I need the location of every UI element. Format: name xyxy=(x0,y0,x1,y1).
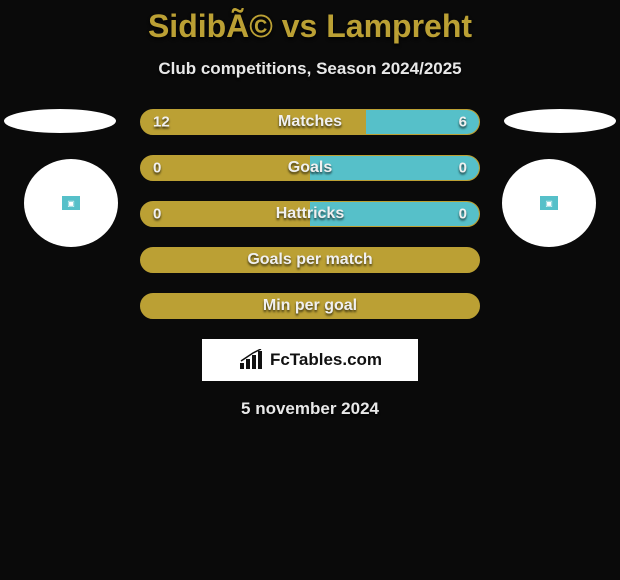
player-right-avatar: ▣ xyxy=(502,159,596,247)
player-right-ellipse xyxy=(504,109,616,133)
stat-label: Min per goal xyxy=(263,297,357,315)
stat-value-right: 0 xyxy=(459,206,467,223)
comparison-content: ▣ ▣ 12 6 Matches 0 0 Goals 0 0 Hattricks Goals pe… xyxy=(0,109,620,419)
date-text: 5 november 2024 xyxy=(0,399,620,419)
player-right-badge-icon: ▣ xyxy=(540,196,558,210)
stat-value-right: 6 xyxy=(459,114,467,131)
player-left-badge-icon: ▣ xyxy=(62,196,80,210)
player-left-avatar: ▣ xyxy=(24,159,118,247)
stat-value-left: 12 xyxy=(153,114,170,131)
stat-label: Hattricks xyxy=(276,205,344,223)
page-title: SidibÃ© vs Lampreht xyxy=(0,0,620,45)
stat-bar-fill-left xyxy=(141,156,310,180)
stat-bar: Goals per match xyxy=(140,247,480,273)
brand-text: FcTables.com xyxy=(270,350,382,370)
stat-label: Matches xyxy=(278,113,342,131)
player-left-ellipse xyxy=(4,109,116,133)
stat-value-left: 0 xyxy=(153,160,161,177)
stat-label: Goals xyxy=(288,159,332,177)
stat-bars: 12 6 Matches 0 0 Goals 0 0 Hattricks Goals per ma… xyxy=(140,109,480,319)
brand-box: FcTables.com xyxy=(202,339,418,381)
stat-bar-fill-right xyxy=(310,156,479,180)
stat-bar: 0 0 Hattricks xyxy=(140,201,480,227)
stat-label: Goals per match xyxy=(247,251,372,269)
stat-bar: 12 6 Matches xyxy=(140,109,480,135)
stat-bar: 0 0 Goals xyxy=(140,155,480,181)
stat-bar: Min per goal xyxy=(140,293,480,319)
brand-chart-icon xyxy=(238,349,264,371)
page-subtitle: Club competitions, Season 2024/2025 xyxy=(0,59,620,79)
stat-value-left: 0 xyxy=(153,206,161,223)
stat-value-right: 0 xyxy=(459,160,467,177)
